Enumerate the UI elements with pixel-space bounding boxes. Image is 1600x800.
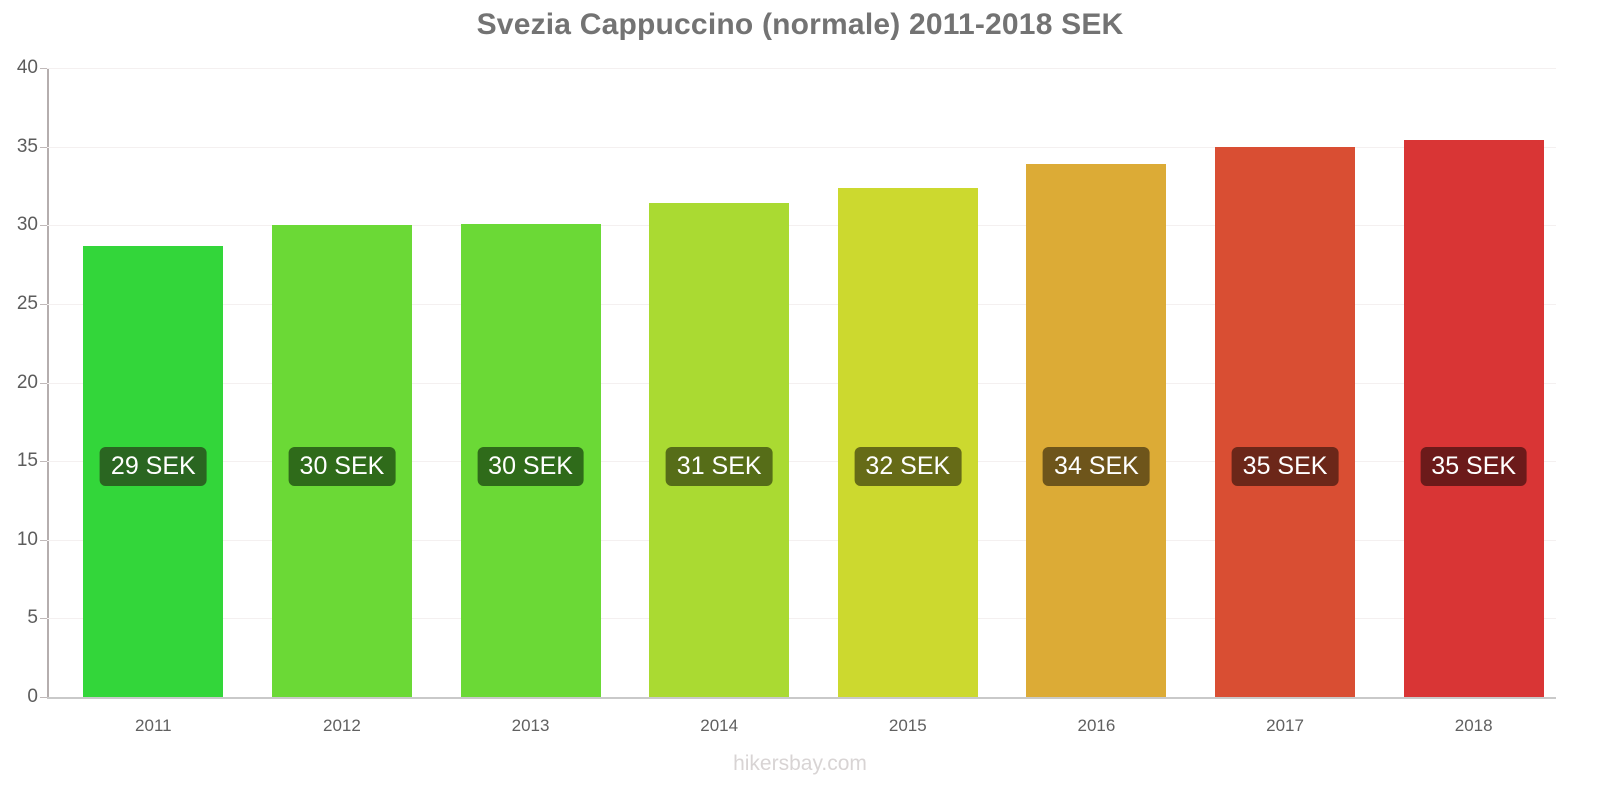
- gridline-40: [47, 68, 1556, 69]
- x-axis-label-2012: 2012: [323, 716, 361, 735]
- y-axis-label-25: 25: [16, 292, 38, 314]
- bar-value-label-2015: 32 SEK: [854, 446, 962, 487]
- gridline-0: [47, 697, 1556, 699]
- y-tick-mark-10: [40, 539, 47, 541]
- y-tick-mark-0: [40, 697, 47, 698]
- bar-2012[interactable]: 30 SEK: [271, 225, 412, 697]
- bar-value-label-2012: 30 SEK: [288, 446, 396, 487]
- y-axis-label-30: 30: [16, 214, 38, 236]
- x-axis-label-2014: 2014: [700, 716, 739, 735]
- bar-value-label-2014: 31 SEK: [665, 446, 773, 487]
- gridline-35: [47, 146, 1556, 148]
- y-axis-label-15: 15: [16, 450, 38, 472]
- chart-title: Svezia Cappuccino (normale) 2011-2018 SE…: [476, 8, 1124, 41]
- gridline-15: [47, 461, 1556, 463]
- gridline-30: [47, 225, 1556, 227]
- y-tick-mark-25: [40, 303, 47, 305]
- bar-value-label-2011: 29 SEK: [99, 446, 207, 487]
- x-axis-label-2018: 2018: [1454, 716, 1493, 735]
- gridline-25: [47, 303, 1556, 305]
- x-axis-label-2013: 2013: [511, 716, 550, 735]
- bar-value-label-2017: 35 SEK: [1231, 446, 1339, 487]
- y-tick-mark-35: [40, 146, 47, 148]
- bar-value-label-2013: 30 SEK: [477, 446, 584, 487]
- gridline-5: [47, 618, 1556, 620]
- y-tick-mark-30: [40, 225, 47, 227]
- y-tick-mark-40: [40, 68, 47, 69]
- bar-2017[interactable]: 35 SEK: [1215, 146, 1356, 697]
- y-tick-mark-20: [40, 382, 47, 384]
- bar-2015[interactable]: 32 SEK: [837, 187, 978, 697]
- y-axis-label-40: 40: [16, 57, 38, 78]
- bar-2016[interactable]: 34 SEK: [1026, 163, 1167, 697]
- y-axis-label-10: 10: [16, 528, 38, 550]
- bar-value-label-2018: 35 SEK: [1420, 446, 1528, 487]
- x-axis-label-2015: 2015: [888, 716, 927, 735]
- y-axis-label-5: 5: [27, 607, 38, 629]
- y-tick-mark-15: [40, 461, 47, 463]
- gridline-10: [47, 539, 1556, 541]
- footer-credit: hikersbay.com: [733, 752, 867, 775]
- gridline-20: [47, 382, 1556, 384]
- y-axis-label-35: 35: [16, 135, 38, 157]
- bar-2011[interactable]: 29 SEK: [83, 245, 224, 697]
- x-axis-label-2017: 2017: [1266, 716, 1304, 735]
- y-axis-label-20: 20: [16, 371, 38, 393]
- x-axis-label-2011: 2011: [135, 716, 172, 735]
- bar-2014[interactable]: 31 SEK: [649, 203, 790, 697]
- plot-area: 29 SEK 30 SEK 30 SEK 31 SEK 32 SEK 34 SEK 35 S…: [40, 68, 1556, 699]
- bar-2018[interactable]: 35 SEK: [1403, 140, 1544, 697]
- bar-2013[interactable]: 30 SEK: [460, 223, 601, 697]
- bar-value-label-2016: 34 SEK: [1043, 446, 1150, 487]
- y-axis-label-0: 0: [27, 686, 38, 707]
- y-tick-mark-5: [40, 618, 47, 620]
- x-axis-label-2016: 2016: [1077, 716, 1116, 735]
